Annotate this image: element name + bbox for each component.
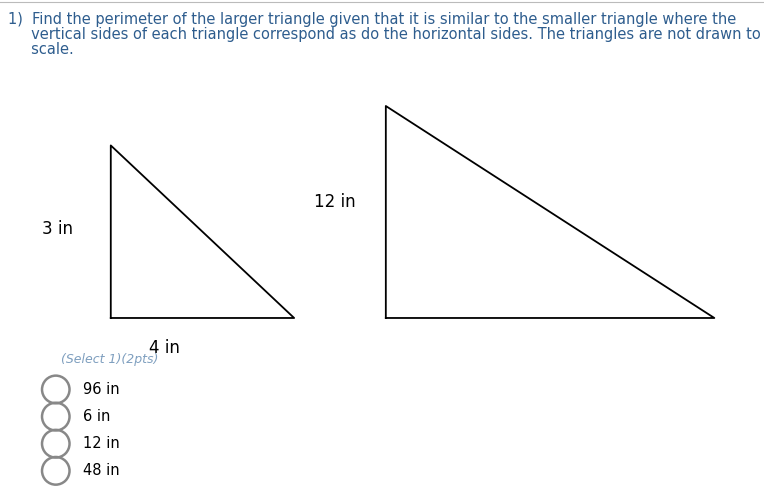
Text: 6 in: 6 in [83,409,111,424]
Text: 1)  Find the perimeter of the larger triangle given that it is similar to the sm: 1) Find the perimeter of the larger tria… [8,12,736,27]
Text: 96 in: 96 in [83,382,120,397]
Text: 12 in: 12 in [314,193,355,211]
Text: 12 in: 12 in [83,436,120,451]
Text: vertical sides of each triangle correspond as do the horizontal sides. The trian: vertical sides of each triangle correspo… [8,27,760,42]
Text: 48 in: 48 in [83,463,120,478]
Text: 4 in: 4 in [149,339,180,356]
Text: (Select 1)(2pts): (Select 1)(2pts) [61,353,158,366]
Text: scale.: scale. [8,42,73,57]
Text: 3 in: 3 in [42,220,73,238]
